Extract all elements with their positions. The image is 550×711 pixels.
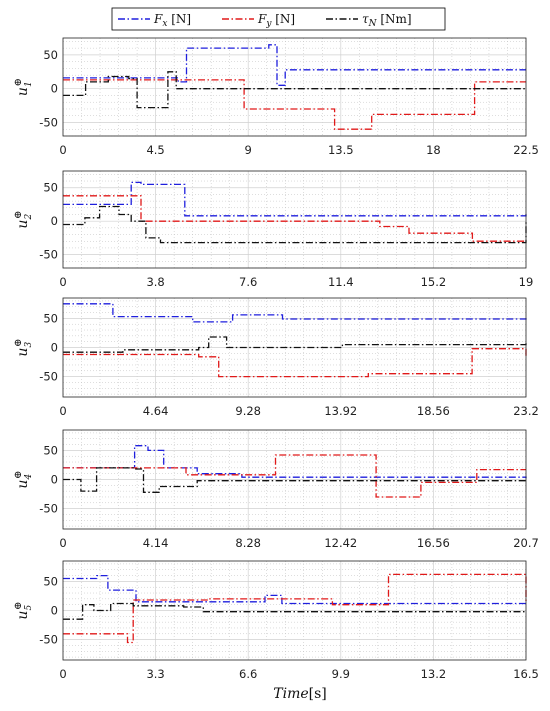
x-tick-label: 0 [59, 143, 66, 157]
series-tau [63, 467, 527, 493]
y-tick-label: 0 [51, 604, 58, 618]
x-tick-label: 13.5 [328, 143, 354, 157]
x-tick-label: 7.6 [239, 275, 257, 289]
y-tick-label: -50 [39, 248, 58, 262]
y-tick-label: 0 [51, 214, 58, 228]
y-tick-label: 0 [51, 82, 58, 96]
y-tick-label: 0 [51, 473, 58, 487]
x-tick-label: 15.2 [421, 275, 447, 289]
y-tick-label: -50 [39, 115, 58, 129]
x-tick-label: 20.7 [513, 536, 539, 550]
y-tick-label: 50 [43, 574, 58, 588]
x-tick-label: 0 [59, 536, 66, 550]
x-tick-label: 0 [59, 404, 66, 418]
y-axis-label: u2⊕ [13, 210, 34, 228]
subplot-3: 50 0 -50 0 4.64 9.28 13.92 18.56 23.2 u3⊕ [13, 297, 539, 418]
legend: Fx [N] Fy [N] τN [Nm] [111, 7, 446, 31]
series-tau [63, 205, 527, 244]
minor-grid [63, 430, 526, 529]
minor-grid [63, 171, 526, 269]
series-fy [63, 573, 527, 644]
x-tick-label: 3.3 [146, 667, 164, 681]
x-tick-label: 19 [519, 275, 534, 289]
plot-frame [62, 297, 527, 398]
panels: 500-500 4.5 9 13.5 18 22.5u1⊕500-500 3.8 7.6 11.… [13, 37, 539, 681]
x-tick-label: 23.2 [513, 404, 539, 418]
y-tick-label: 50 [43, 443, 58, 457]
y-axis-label: u4⊕ [13, 470, 34, 488]
subplot-4: 50 0 -50 0 4.14 8.28 12.42 16.56 20.7 u4⊕ [13, 429, 539, 550]
x-tick-label: 3.8 [146, 275, 164, 289]
y-axis-label: u1⊕ [13, 78, 34, 96]
x-tick-label: 9 [245, 143, 252, 157]
x-tick-label: 6.6 [239, 667, 257, 681]
plot-frame [62, 429, 527, 530]
x-tick-label: 13.92 [324, 404, 357, 418]
series-fx [63, 574, 527, 605]
major-grid [63, 561, 526, 660]
series-fy [63, 348, 527, 378]
legend-tau-label: τN [Nm] [362, 12, 412, 29]
x-tick-label: 4.5 [146, 143, 164, 157]
subplot-5: 50 0 -50 0 3.3 6.6 9.9 13.2 16.5 u5⊕ [13, 560, 539, 681]
x-tick-label: 22.5 [513, 143, 539, 157]
series-fx [63, 303, 527, 323]
series-tau [63, 602, 526, 620]
x-tick-label: 9.9 [332, 667, 350, 681]
series-fy [63, 195, 526, 242]
legend-fx-label: Fx [N] [153, 12, 191, 29]
y-axis-label: u3⊕ [13, 338, 34, 356]
major-grid [63, 430, 526, 529]
minor-grid [63, 298, 526, 397]
series-fx [63, 44, 526, 86]
x-tick-label: 0 [59, 667, 66, 681]
major-grid [63, 171, 526, 268]
y-tick-label: 0 [51, 341, 58, 355]
y-tick-label: 50 [43, 311, 58, 325]
x-tick-label: 18 [426, 143, 441, 157]
x-axis-label: Time[s] [273, 686, 327, 702]
y-tick-label: 50 [43, 48, 58, 62]
x-tick-label: 12.42 [324, 536, 357, 550]
series-fx [63, 181, 527, 217]
subplot-1: 500-500 4.5 9 13.5 18 22.5u1⊕ [13, 37, 539, 157]
series-tau [63, 71, 526, 109]
y-tick-label: -50 [39, 502, 58, 516]
x-tick-label: 4.64 [143, 404, 169, 418]
minor-grid [63, 38, 526, 137]
x-tick-label: 16.56 [417, 536, 450, 550]
series-tau [63, 336, 527, 353]
plot-frame [62, 37, 527, 137]
major-grid [63, 38, 526, 136]
legend-fy-label: Fy [N] [257, 12, 295, 29]
series-fx [63, 445, 527, 479]
x-tick-label: 18.56 [417, 404, 450, 418]
x-tick-label: 4.14 [143, 536, 169, 550]
y-axis-label: u5⊕ [13, 601, 34, 619]
legend-box [111, 7, 446, 31]
x-tick-label: 11.4 [328, 275, 354, 289]
x-tick-label: 13.2 [421, 667, 447, 681]
x-tick-label: 0 [59, 275, 66, 289]
y-tick-label: -50 [39, 370, 58, 384]
x-tick-label: 9.28 [235, 404, 261, 418]
x-tick-label: 16.5 [513, 667, 539, 681]
y-tick-label: 50 [43, 181, 58, 195]
plot-frame [62, 560, 527, 661]
y-tick-label: -50 [39, 633, 58, 647]
series-fy [63, 79, 526, 130]
x-tick-label: 8.28 [235, 536, 261, 550]
series-fy [63, 454, 526, 498]
plot-frame [62, 170, 527, 269]
